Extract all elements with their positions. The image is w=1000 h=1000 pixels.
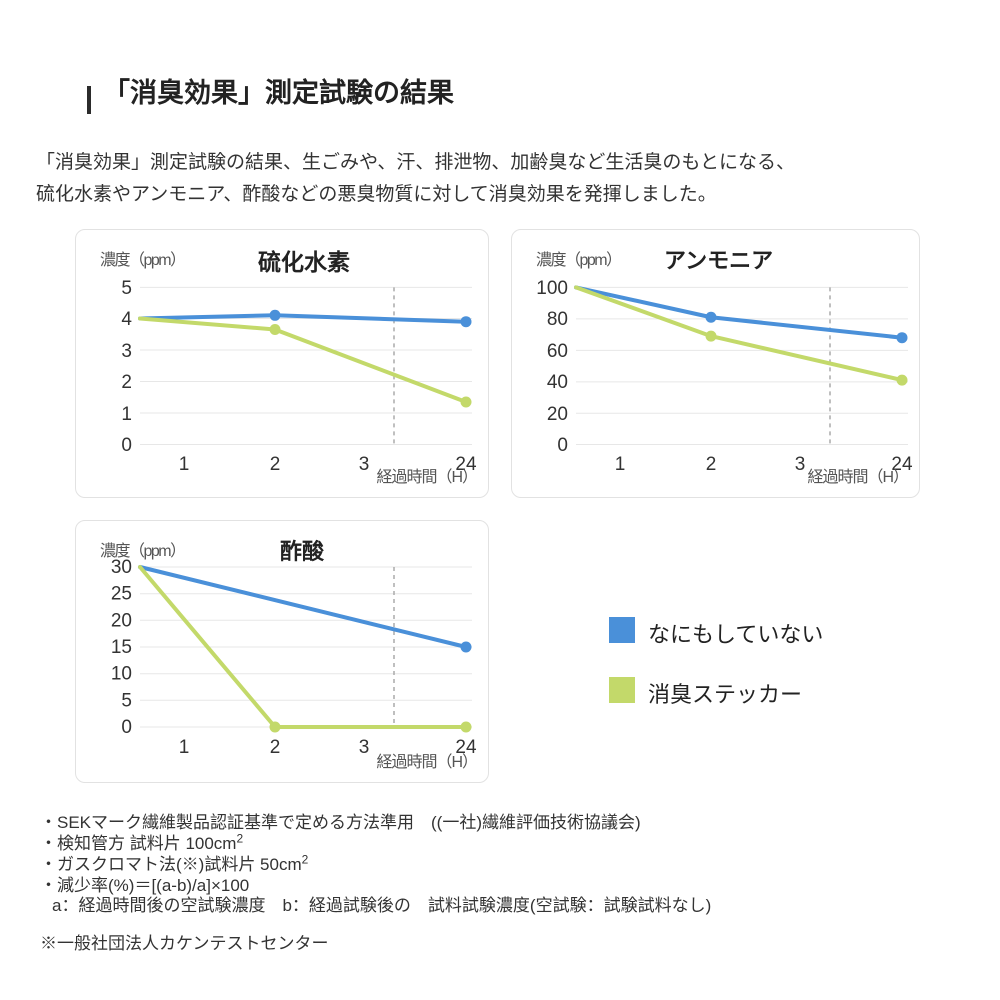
svg-text:2: 2 — [121, 372, 132, 393]
svg-text:1: 1 — [615, 454, 626, 475]
svg-text:10: 10 — [111, 664, 132, 685]
svg-text:0: 0 — [121, 717, 132, 738]
svg-text:1: 1 — [179, 737, 190, 758]
svg-text:3: 3 — [359, 454, 370, 475]
svg-text:80: 80 — [547, 309, 568, 330]
svg-text:100: 100 — [536, 278, 568, 299]
svg-text:1: 1 — [121, 404, 132, 425]
svg-text:25: 25 — [111, 584, 132, 605]
svg-text:2: 2 — [270, 737, 281, 758]
svg-text:3: 3 — [121, 341, 132, 362]
svg-text:40: 40 — [547, 372, 568, 393]
svg-text:60: 60 — [547, 341, 568, 362]
svg-text:1: 1 — [179, 454, 190, 475]
svg-text:20: 20 — [111, 610, 132, 631]
svg-text:0: 0 — [121, 435, 132, 456]
svg-text:3: 3 — [359, 737, 370, 758]
svg-text:0: 0 — [557, 435, 568, 456]
svg-text:5: 5 — [121, 278, 132, 299]
svg-text:15: 15 — [111, 637, 132, 658]
svg-text:4: 4 — [121, 309, 132, 330]
svg-text:30: 30 — [111, 557, 132, 578]
svg-text:3: 3 — [795, 454, 806, 475]
svg-text:2: 2 — [706, 454, 717, 475]
svg-text:5: 5 — [121, 690, 132, 711]
svg-text:2: 2 — [270, 454, 281, 475]
svg-text:20: 20 — [547, 404, 568, 425]
